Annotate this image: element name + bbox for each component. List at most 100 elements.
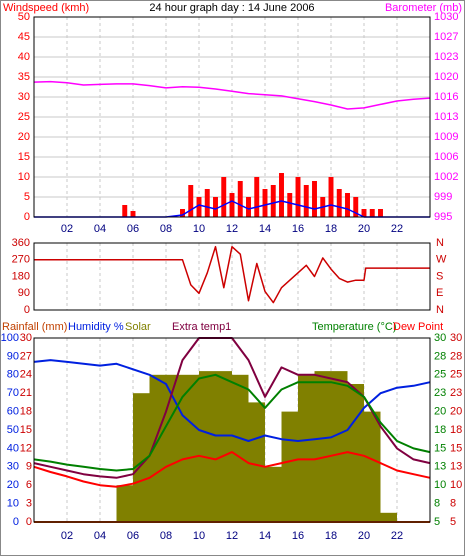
- plot-frame: [33, 337, 431, 523]
- y3-tick-label: 30: [20, 332, 32, 344]
- plot-frame: [33, 242, 431, 311]
- bar: [182, 374, 199, 522]
- x-tick-label: 16: [292, 530, 304, 542]
- y3-tick-label: 12: [20, 442, 32, 454]
- y2-axis-label: Barometer (mb): [385, 2, 462, 14]
- bar: [229, 193, 235, 217]
- x-tick-label: 18: [325, 223, 337, 235]
- bar: [279, 173, 284, 217]
- y2-tick-label: 1030: [434, 11, 458, 23]
- y-tick-label: 70: [7, 387, 19, 399]
- legend-label: Extra temp1: [172, 321, 231, 333]
- line: [33, 80, 431, 110]
- y-tick-label: 0: [13, 516, 19, 528]
- bar: [149, 374, 166, 522]
- y2-tick-label: 5: [450, 516, 456, 528]
- bar: [345, 193, 350, 217]
- bar: [270, 185, 276, 217]
- legend-label: Dew Point: [393, 321, 443, 333]
- bar: [298, 374, 315, 522]
- y2-tick-label: 28: [450, 350, 462, 362]
- y-tick-label: 80: [7, 369, 19, 381]
- y-tick-label: 25: [18, 111, 30, 123]
- bar: [246, 197, 251, 217]
- y3-tick-label: 9: [26, 461, 32, 473]
- bar: [378, 209, 383, 217]
- x-tick-label: 08: [160, 530, 172, 542]
- x-tick-label: 06: [127, 223, 139, 235]
- y-tick-label: 45: [18, 31, 30, 43]
- bar: [237, 181, 243, 217]
- x-tick-label: 14: [259, 223, 271, 235]
- bar: [364, 411, 381, 522]
- bar: [281, 411, 298, 522]
- x-tick-label: 22: [391, 530, 403, 542]
- bar: [221, 177, 227, 217]
- y2-tick-label: 1002: [434, 171, 458, 183]
- x-tick-label: 14: [259, 530, 271, 542]
- bar: [248, 402, 265, 522]
- x-tick-label: 04: [94, 530, 106, 542]
- y-tick-label: 20: [7, 479, 19, 491]
- x-tick-label: 06: [127, 530, 139, 542]
- y2-tick-label: 18: [450, 424, 462, 436]
- x-tick-label: 22: [391, 223, 403, 235]
- y2-tick-label: W: [436, 254, 447, 266]
- y-tick-label: 15: [18, 151, 30, 163]
- y2-tick-label: 1016: [434, 91, 458, 103]
- y2-tick-label: 10: [434, 479, 446, 491]
- bar: [314, 371, 331, 522]
- bar: [166, 374, 183, 522]
- y2-tick-label: 995: [434, 211, 452, 223]
- y2-tick-label: 20: [450, 406, 462, 418]
- y-tick-label: 270: [12, 254, 30, 266]
- y2-tick-label: 30: [434, 332, 446, 344]
- y2-tick-label: S: [436, 270, 443, 282]
- bar: [188, 185, 194, 217]
- y2-tick-label: 28: [434, 350, 446, 362]
- bar: [204, 189, 210, 217]
- y-tick-label: 100: [1, 332, 19, 344]
- y-tick-label: 180: [12, 270, 30, 282]
- bar: [336, 189, 342, 217]
- y2-tick-label: 5: [434, 516, 440, 528]
- y-tick-label: 0: [24, 304, 30, 316]
- x-tick-label: 12: [226, 223, 238, 235]
- bar: [295, 177, 301, 217]
- y2-tick-label: 13: [434, 461, 446, 473]
- y2-tick-label: 18: [434, 424, 446, 436]
- x-tick-label: 20: [358, 223, 370, 235]
- y3-tick-label: 3: [26, 498, 32, 510]
- x-tick-label: 12: [226, 530, 238, 542]
- y2-tick-label: 8: [434, 498, 440, 510]
- y3-tick-label: 0: [26, 516, 32, 528]
- bar: [262, 189, 268, 217]
- x-tick-label: 02: [61, 223, 73, 235]
- y-tick-label: 40: [18, 51, 30, 63]
- bar: [180, 209, 185, 217]
- y-tick-label: 10: [18, 171, 30, 183]
- bar: [116, 485, 133, 522]
- bar: [130, 211, 136, 217]
- y-tick-label: 50: [18, 11, 30, 23]
- y3-tick-label: 21: [20, 387, 32, 399]
- y3-tick-label: 27: [20, 350, 32, 362]
- legend-label: Rainfall (mm): [2, 321, 67, 333]
- y-tick-label: 5: [24, 191, 30, 203]
- bar: [215, 371, 232, 522]
- bar: [328, 177, 334, 217]
- y-tick-label: 0: [24, 211, 30, 223]
- x-tick-label: 10: [193, 530, 205, 542]
- y2-tick-label: E: [436, 287, 443, 299]
- line: [34, 245, 430, 304]
- bar: [133, 393, 150, 522]
- bar: [361, 209, 367, 217]
- y-tick-label: 60: [7, 406, 19, 418]
- y2-tick-label: 30: [450, 332, 462, 344]
- bar: [380, 512, 397, 522]
- bar: [254, 177, 260, 217]
- y2-tick-label: 20: [434, 406, 446, 418]
- legend-label: Temperature (°C): [312, 321, 396, 333]
- y2-tick-label: 13: [450, 461, 462, 473]
